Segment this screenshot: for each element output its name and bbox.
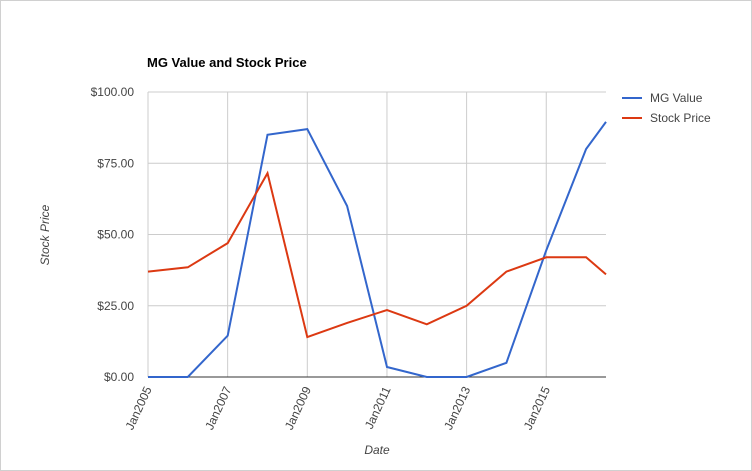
chart-title: MG Value and Stock Price bbox=[147, 55, 307, 70]
y-axis-label: Stock Price bbox=[38, 204, 52, 265]
series-line bbox=[147, 170, 607, 339]
y-tick-label: $75.00 bbox=[97, 156, 134, 170]
legend-label: Stock Price bbox=[650, 111, 711, 125]
legend-label: MG Value bbox=[650, 91, 703, 105]
x-axis-label: Date bbox=[364, 443, 390, 457]
series-line bbox=[148, 121, 607, 378]
y-tick-label: $100.00 bbox=[91, 85, 135, 99]
y-tick-label: $50.00 bbox=[97, 228, 134, 242]
y-tick-label: $0.00 bbox=[104, 370, 134, 384]
y-tick-label: $25.00 bbox=[97, 299, 134, 313]
